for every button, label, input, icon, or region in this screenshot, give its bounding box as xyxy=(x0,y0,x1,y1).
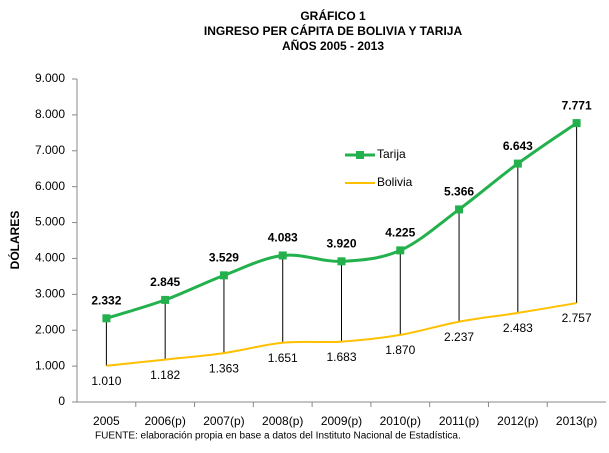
y-tick-label: 4.000 xyxy=(35,251,65,265)
data-label: 5.366 xyxy=(444,185,474,199)
y-tick-label: 7.000 xyxy=(35,143,65,157)
y-tick-label: 5.000 xyxy=(35,215,65,229)
x-tick-label: 2006(p) xyxy=(144,414,185,428)
y-tick-label: 2.000 xyxy=(35,322,65,336)
x-tick-label: 2012(p) xyxy=(497,414,538,428)
chart-title: AÑOS 2005 - 2013 xyxy=(282,38,384,53)
marker xyxy=(337,257,346,266)
y-tick-label: 9.000 xyxy=(35,71,65,85)
y-tick-label: 1.000 xyxy=(35,358,65,372)
data-label: 2.845 xyxy=(150,275,180,289)
chart-title: INGRESO PER CÁPITA DE BOLIVIA Y TARIJA xyxy=(204,23,463,38)
data-label: 3.529 xyxy=(209,251,239,265)
y-axis-title: DÓLARES xyxy=(7,211,22,270)
legend-label: Bolivia xyxy=(377,175,413,189)
source-note: FUENTE: elaboración propia en base a dat… xyxy=(95,431,461,442)
marker xyxy=(161,295,170,304)
marker xyxy=(572,119,581,128)
marker xyxy=(513,159,522,168)
line xyxy=(106,302,577,367)
data-label: 6.643 xyxy=(503,139,533,153)
data-label: 2.237 xyxy=(444,330,474,344)
data-label: 1.363 xyxy=(209,361,239,375)
data-label: 2.332 xyxy=(91,293,121,307)
x-tick-label: 2010(p) xyxy=(380,414,421,428)
data-label: 1.683 xyxy=(326,350,356,364)
legend-label: Tarija xyxy=(377,147,406,161)
data-label: 4.083 xyxy=(268,231,298,245)
y-tick-label: 3.000 xyxy=(35,287,65,301)
y-tick-label: 0 xyxy=(58,394,65,408)
data-label: 2.757 xyxy=(562,311,592,325)
x-tick-label: 2007(p) xyxy=(203,414,244,428)
chart-title: GRÁFICO 1 xyxy=(300,8,366,23)
x-tick-label: 2013(p) xyxy=(556,414,597,428)
x-tick-label: 2009(p) xyxy=(321,414,362,428)
data-label: 2.483 xyxy=(503,321,533,335)
data-label: 3.920 xyxy=(326,236,356,250)
y-tick-label: 6.000 xyxy=(35,179,65,193)
x-tick-label: 2005 xyxy=(93,414,120,428)
marker xyxy=(102,314,111,323)
legend-marker xyxy=(356,151,364,159)
y-tick-label: 8.000 xyxy=(35,107,65,121)
marker xyxy=(455,205,464,214)
marker xyxy=(396,246,405,255)
data-label: 1.010 xyxy=(91,374,121,388)
x-tick-label: 2011(p) xyxy=(439,414,479,428)
data-label: 1.870 xyxy=(385,343,415,357)
marker xyxy=(219,271,228,280)
data-label: 1.182 xyxy=(150,368,180,382)
data-label: 4.225 xyxy=(385,226,415,240)
x-tick-label: 2008(p) xyxy=(262,414,303,428)
data-label: 1.651 xyxy=(268,351,298,365)
data-label: 7.771 xyxy=(562,98,592,112)
marker xyxy=(278,251,287,260)
